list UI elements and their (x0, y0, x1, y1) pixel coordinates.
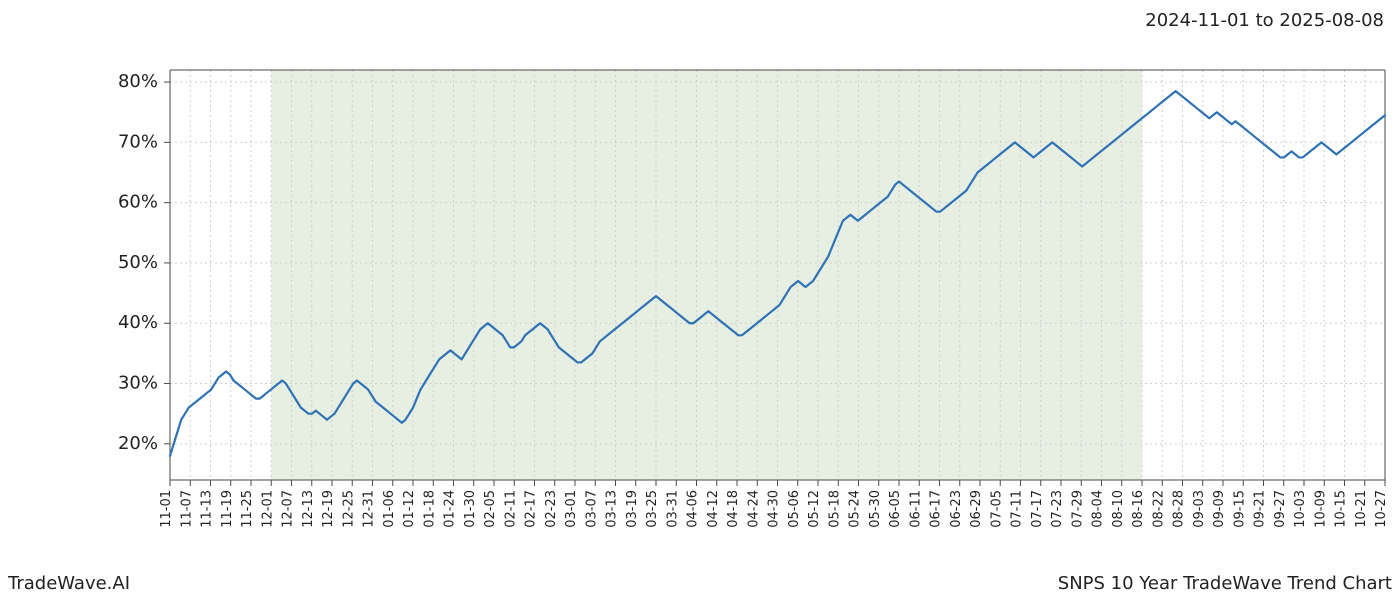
chart-title: SNPS 10 Year TradeWave Trend Chart (1058, 573, 1392, 594)
svg-text:04-18: 04-18 (726, 490, 741, 528)
svg-text:01-06: 01-06 (382, 490, 397, 528)
svg-text:01-12: 01-12 (402, 490, 417, 528)
date-range-label: 2024-11-01 to 2025-08-08 (1145, 10, 1384, 31)
svg-text:03-19: 03-19 (625, 490, 640, 528)
svg-text:03-01: 03-01 (564, 490, 579, 528)
svg-text:08-10: 08-10 (1111, 490, 1126, 528)
svg-text:09-03: 09-03 (1192, 490, 1207, 528)
svg-text:80%: 80% (118, 71, 158, 92)
svg-text:11-25: 11-25 (240, 490, 255, 528)
svg-text:07-17: 07-17 (1030, 490, 1045, 528)
svg-text:10-27: 10-27 (1374, 490, 1389, 528)
svg-text:07-29: 07-29 (1070, 490, 1085, 528)
svg-text:08-16: 08-16 (1131, 490, 1146, 528)
svg-text:06-23: 06-23 (949, 490, 964, 528)
svg-text:03-31: 03-31 (665, 490, 680, 528)
svg-text:12-01: 12-01 (260, 490, 275, 528)
svg-text:05-24: 05-24 (848, 490, 863, 528)
svg-text:11-07: 11-07 (179, 490, 194, 528)
svg-text:03-13: 03-13 (605, 490, 620, 528)
svg-text:05-12: 05-12 (807, 490, 822, 528)
svg-text:04-06: 04-06 (686, 490, 701, 528)
svg-text:06-17: 06-17 (929, 490, 944, 528)
svg-text:09-09: 09-09 (1212, 490, 1227, 528)
svg-text:04-12: 04-12 (706, 490, 721, 528)
svg-text:60%: 60% (118, 192, 158, 213)
svg-text:05-18: 05-18 (827, 490, 842, 528)
svg-text:05-30: 05-30 (868, 490, 883, 528)
svg-text:09-21: 09-21 (1253, 490, 1268, 528)
svg-text:07-23: 07-23 (1050, 490, 1065, 528)
svg-text:08-28: 08-28 (1172, 490, 1187, 528)
svg-text:10-09: 10-09 (1313, 490, 1328, 528)
svg-text:02-17: 02-17 (524, 490, 539, 528)
svg-text:08-22: 08-22 (1151, 490, 1166, 528)
svg-text:02-05: 02-05 (483, 490, 498, 528)
svg-text:01-18: 01-18 (422, 490, 437, 528)
svg-text:07-11: 07-11 (1010, 490, 1025, 528)
svg-text:10-21: 10-21 (1354, 490, 1369, 528)
chart-container: 20% 30% 40% 50% 60% 70% 80% 11-01 11-07 11-13 11-1… (0, 40, 1400, 560)
svg-text:11-13: 11-13 (200, 490, 215, 528)
chart-root: 2024-11-01 to 2025-08-08 20% 30% 40% 50% 60%… (0, 0, 1400, 600)
svg-text:09-27: 09-27 (1273, 490, 1288, 528)
svg-text:07-05: 07-05 (989, 490, 1004, 528)
brand-label: TradeWave.AI (8, 573, 130, 594)
svg-text:11-19: 11-19 (220, 490, 235, 528)
chart-svg: 20% 30% 40% 50% 60% 70% 80% 11-01 11-07 11-13 11-1… (0, 40, 1400, 560)
svg-text:03-07: 03-07 (584, 490, 599, 528)
svg-text:01-24: 01-24 (443, 490, 458, 528)
svg-text:06-11: 06-11 (908, 490, 923, 528)
svg-text:04-30: 04-30 (767, 490, 782, 528)
svg-text:03-25: 03-25 (645, 490, 660, 528)
svg-text:01-30: 01-30 (463, 490, 478, 528)
svg-text:40%: 40% (118, 312, 158, 333)
svg-text:12-07: 12-07 (281, 490, 296, 528)
svg-text:02-23: 02-23 (544, 490, 559, 528)
svg-text:10-15: 10-15 (1334, 490, 1349, 528)
svg-text:10-03: 10-03 (1293, 490, 1308, 528)
svg-text:04-24: 04-24 (746, 490, 761, 528)
svg-text:11-01: 11-01 (159, 490, 174, 528)
svg-text:09-15: 09-15 (1232, 490, 1247, 528)
svg-text:50%: 50% (118, 252, 158, 273)
svg-text:12-19: 12-19 (321, 490, 336, 528)
svg-text:12-25: 12-25 (341, 490, 356, 528)
svg-text:06-05: 06-05 (888, 490, 903, 528)
svg-text:12-31: 12-31 (362, 490, 377, 528)
svg-text:20%: 20% (118, 433, 158, 454)
svg-text:70%: 70% (118, 131, 158, 152)
svg-text:08-04: 08-04 (1091, 490, 1106, 528)
svg-text:02-11: 02-11 (503, 490, 518, 528)
svg-text:06-29: 06-29 (969, 490, 984, 528)
svg-text:05-06: 05-06 (787, 490, 802, 528)
svg-text:30%: 30% (118, 373, 158, 394)
svg-text:12-13: 12-13 (301, 490, 316, 528)
